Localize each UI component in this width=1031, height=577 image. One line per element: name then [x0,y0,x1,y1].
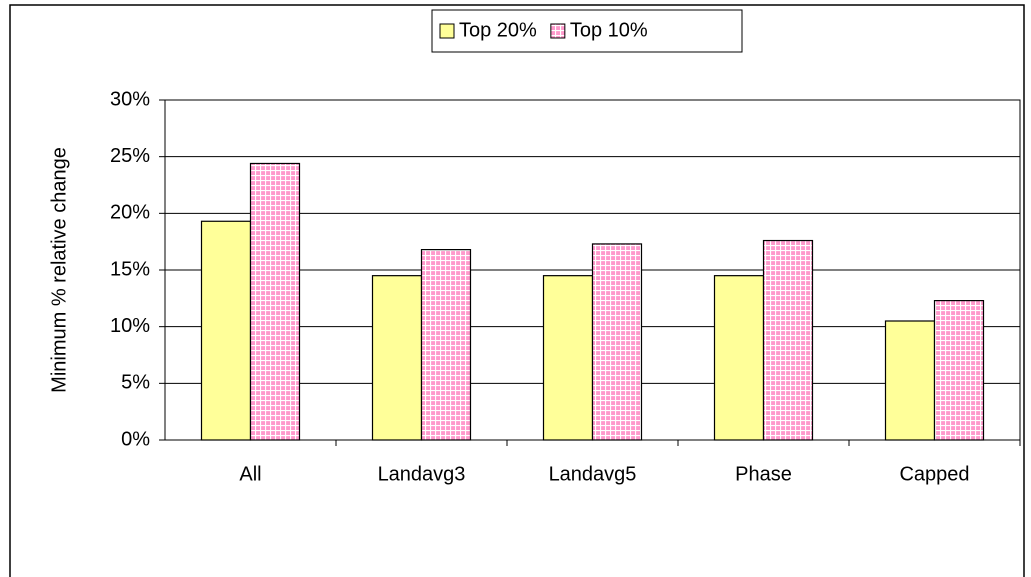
bar [762,239,814,441]
x-tick-label: Landavg3 [378,463,466,485]
legend-box [431,9,743,53]
y-tick-label: 15% [110,258,150,280]
bar [542,275,594,441]
x-tick-label: Landavg5 [549,463,637,485]
legend-label: Top 10% [570,19,648,41]
bar [200,220,252,441]
x-tick-label: All [239,463,261,485]
y-tick-label: 5% [121,372,150,394]
y-tick-label: 20% [110,202,150,224]
legend-swatch [439,23,455,39]
bar [713,275,765,441]
y-axis-label: Minimum % relative change [48,147,70,393]
chart-border [9,4,1025,577]
x-tick-label: Phase [735,463,792,485]
bar [249,162,301,441]
bar [591,243,643,441]
y-tick-label: 0% [121,428,150,450]
y-tick-label: 25% [110,145,150,167]
legend-swatch [550,23,566,39]
bar [933,300,985,441]
y-tick-label: 30% [110,88,150,110]
bar [420,249,472,441]
x-tick-label: Capped [899,463,969,485]
legend-label: Top 20% [459,19,537,41]
y-tick-label: 10% [110,315,150,337]
bar [371,275,423,441]
bar [884,320,936,441]
